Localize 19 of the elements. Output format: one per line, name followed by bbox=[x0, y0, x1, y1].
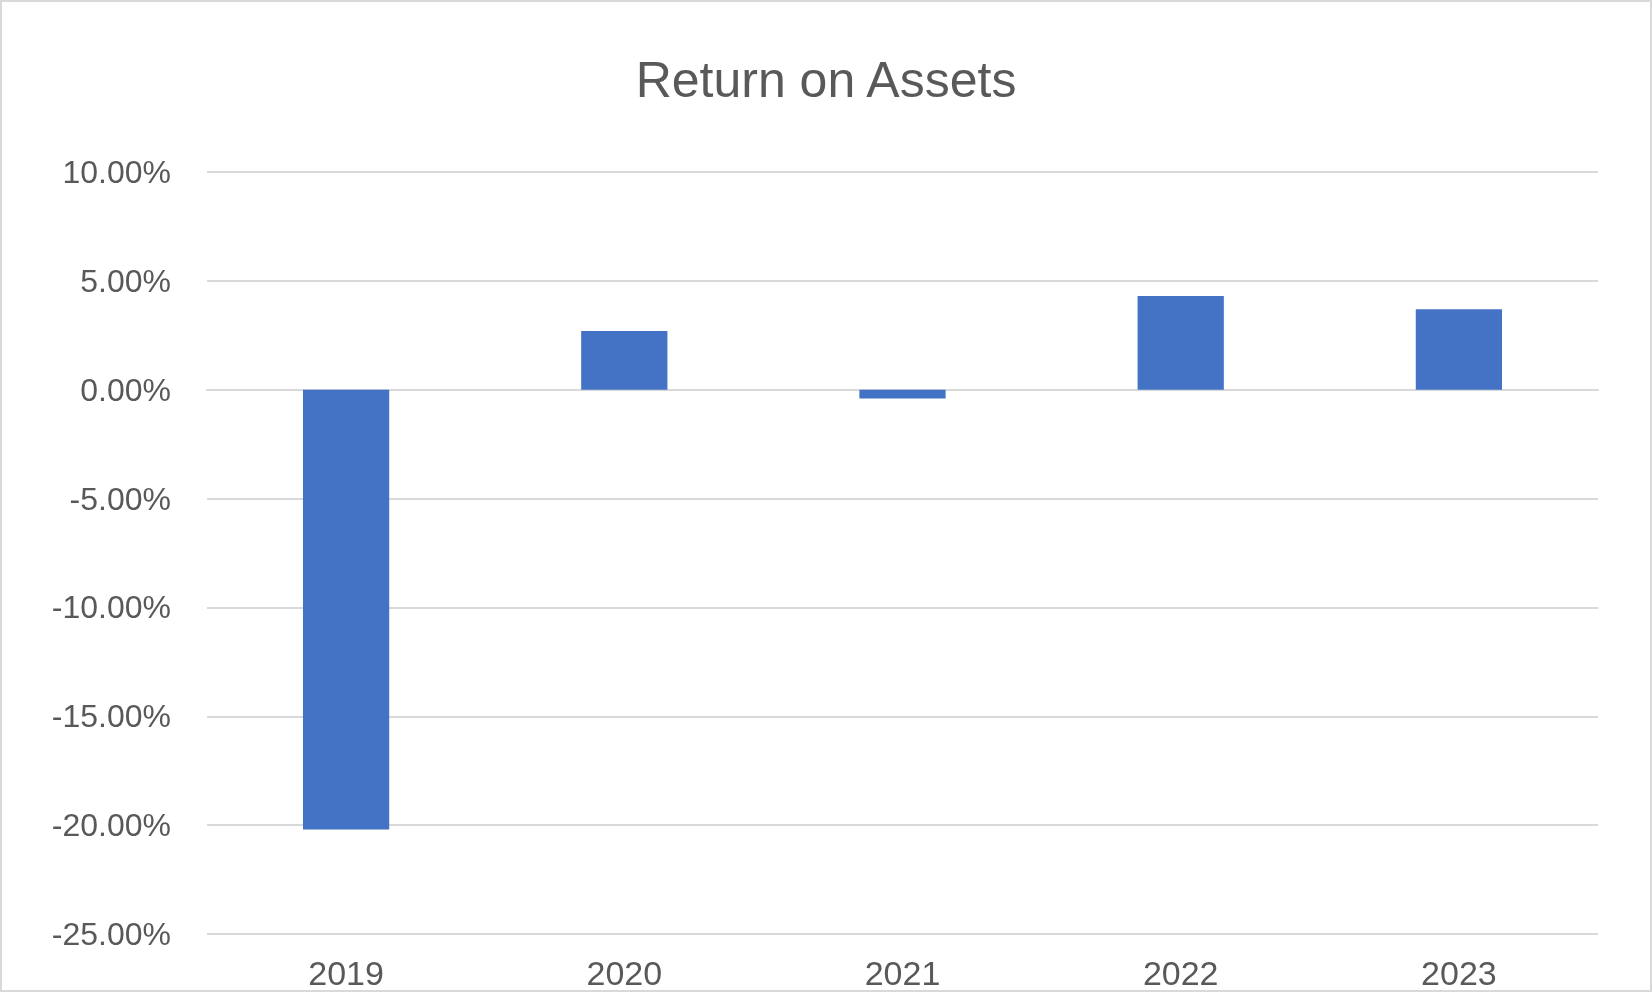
x-tick-label: 2022 bbox=[1142, 954, 1219, 992]
x-tick-label: 2019 bbox=[308, 954, 384, 992]
x-tick-label: 2021 bbox=[864, 954, 941, 992]
y-tick-label: 0.00% bbox=[80, 371, 171, 408]
y-tick-label: -20.00% bbox=[51, 807, 171, 844]
chart-title: Return on Assets bbox=[635, 52, 1017, 108]
y-tick-label: -25.00% bbox=[51, 916, 171, 952]
bar bbox=[1137, 296, 1224, 390]
bar bbox=[581, 330, 668, 390]
y-tick-label: -15.00% bbox=[51, 698, 171, 735]
bar bbox=[302, 389, 390, 830]
y-tick-label: -10.00% bbox=[51, 589, 171, 626]
bar bbox=[859, 389, 946, 399]
y-tick-label: 10.00% bbox=[62, 154, 171, 190]
y-tick-label: 5.00% bbox=[80, 262, 171, 299]
bar bbox=[1415, 309, 1503, 390]
x-tick-label: 2023 bbox=[1421, 954, 1497, 992]
y-tick-label: -5.00% bbox=[69, 480, 171, 517]
x-tick-label: 2020 bbox=[586, 954, 663, 992]
